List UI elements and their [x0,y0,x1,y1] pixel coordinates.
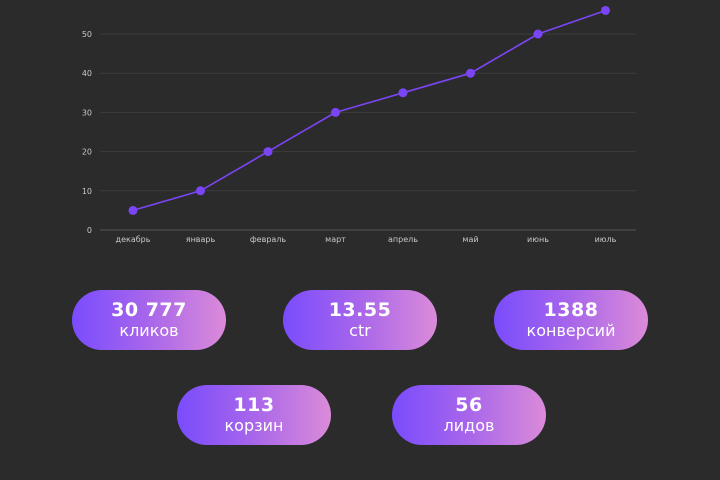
x-tick-label: март [325,235,346,244]
data-point [128,205,138,215]
stat-label: конверсий [526,320,616,340]
stat-label: кликов [119,320,179,340]
y-tick-label: 50 [82,30,92,39]
stat-clicks: 30 777 кликов [72,290,226,350]
stat-ctr: 13.55 ctr [283,290,437,350]
data-point [398,88,408,98]
x-tick-label: декабрь [116,235,151,244]
stat-value: 113 [233,393,275,416]
x-tick-label: апрель [388,235,418,244]
data-points [128,5,610,215]
x-tick-label: июль [595,235,617,244]
data-point [263,147,273,157]
data-point [196,186,205,196]
x-tick-label: май [462,235,478,244]
stat-value: 30 777 [111,298,187,321]
x-tick-label: январь [186,235,216,244]
stat-value: 56 [455,393,483,416]
data-point [331,107,340,117]
y-tick-label: 20 [82,148,92,157]
y-tick-label: 30 [82,108,92,117]
data-point [533,29,543,39]
stat-label: корзин [224,415,284,435]
stat-conversions: 1388 конверсий [494,290,648,350]
data-point [466,68,475,78]
x-tick-label: июнь [527,235,549,244]
stat-value: 1388 [543,298,599,321]
chart-grid [100,33,636,231]
stat-leads: 56 лидов [392,385,546,445]
stat-value: 13.55 [328,298,392,321]
y-axis-labels: 0 10 20 30 40 50 [82,30,92,235]
x-axis-labels: декабрь январь февраль март апрель май июнь июл… [116,235,617,244]
line-chart: 0 10 20 30 40 50 декабрь январь февраль март апре… [82,5,636,244]
stat-label: лидов [443,415,495,435]
data-line [132,9,606,212]
x-tick-label: февраль [250,235,287,244]
stat-carts: 113 корзин [177,385,331,445]
y-tick-label: 0 [87,226,92,235]
stat-label: ctr [349,320,371,340]
data-point [601,5,610,15]
y-tick-label: 40 [82,69,92,78]
y-tick-label: 10 [82,187,92,196]
